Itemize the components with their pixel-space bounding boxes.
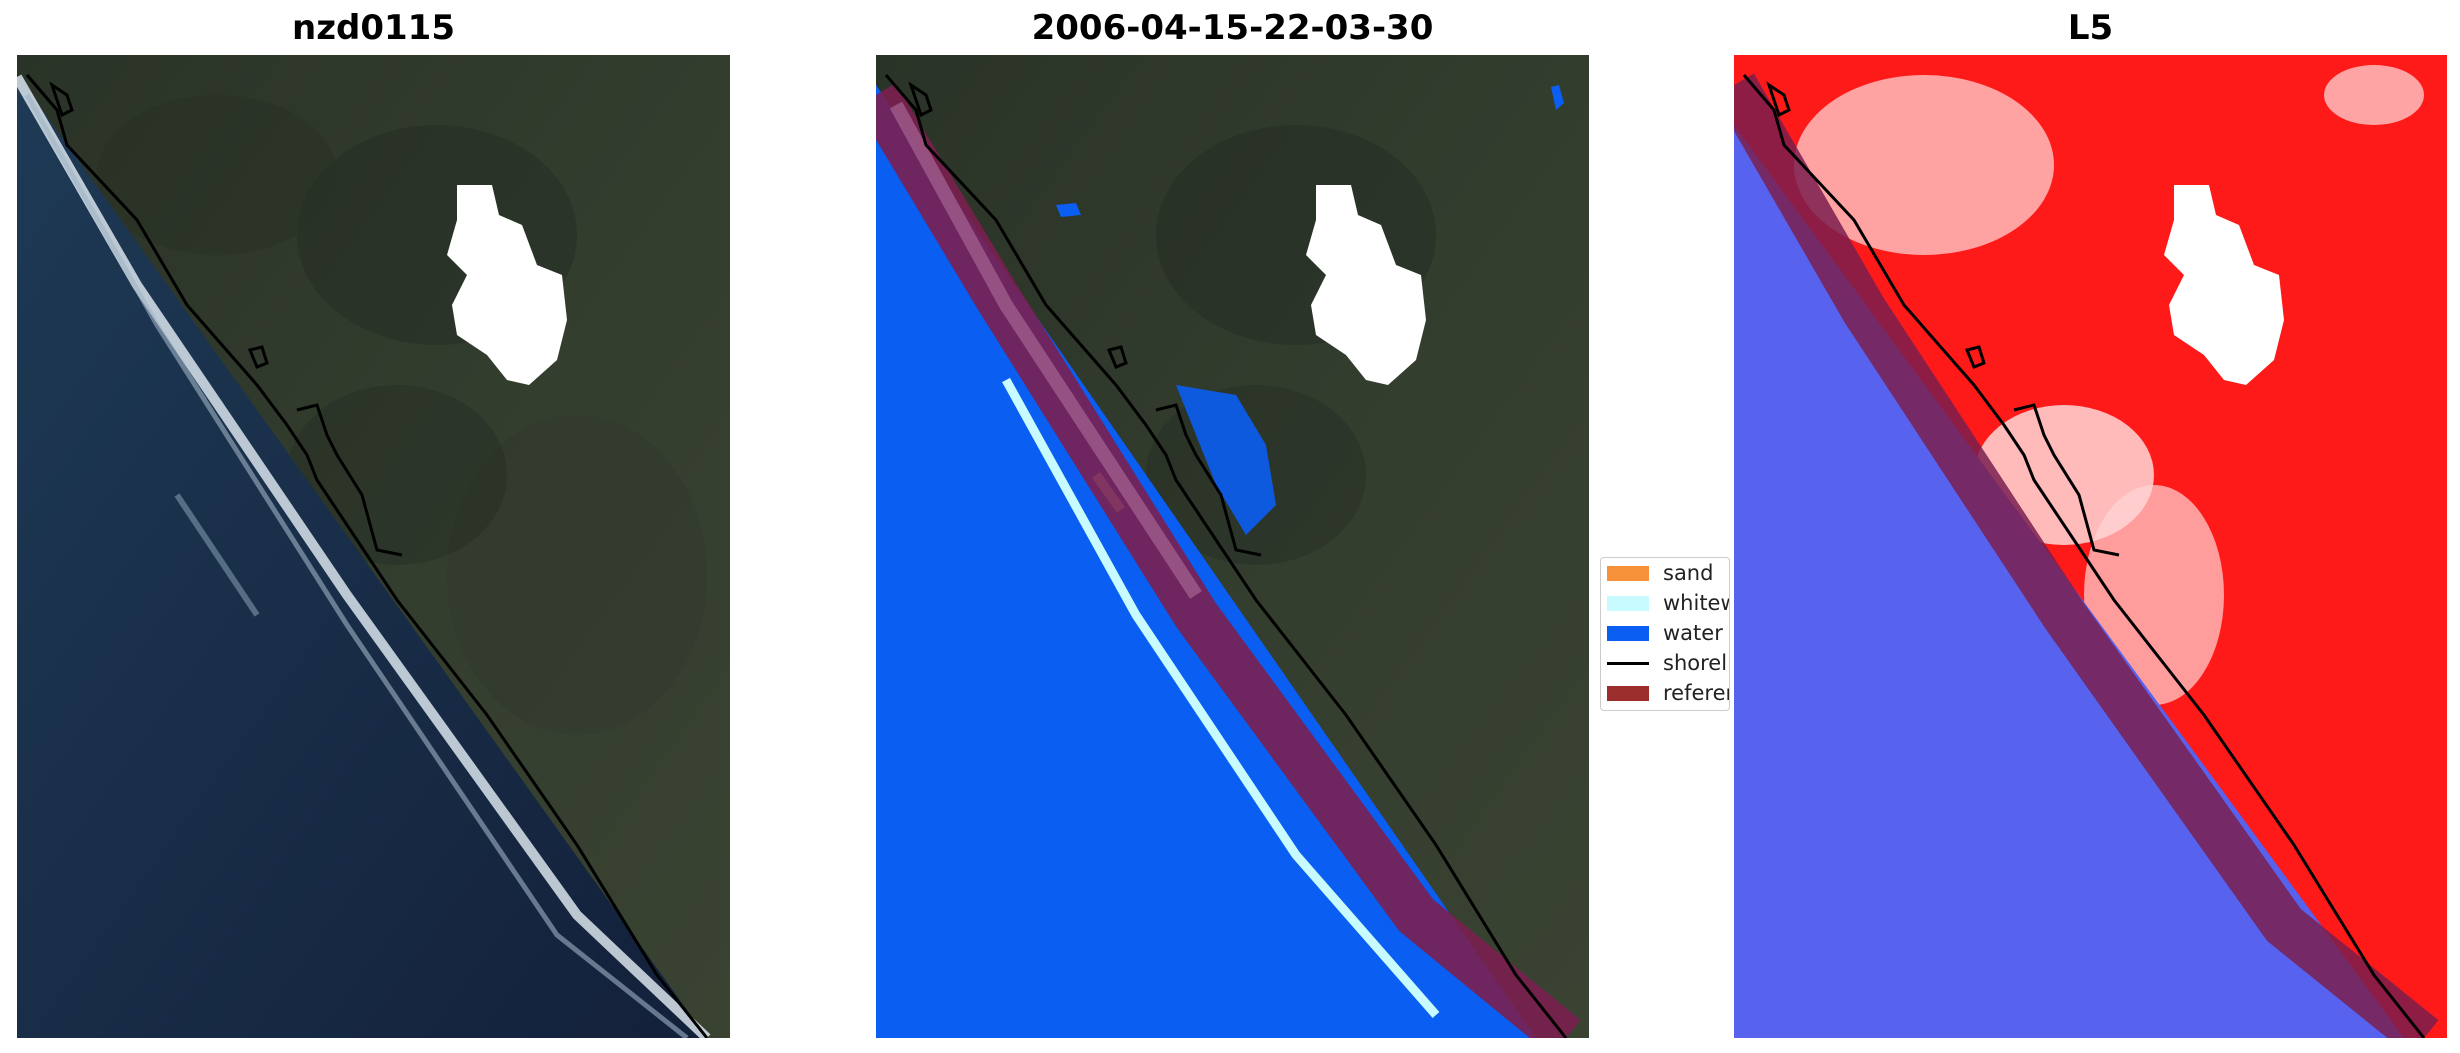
- index-image: [1734, 55, 2447, 1038]
- panel-title-classified: 2006-04-15-22-03-30: [1031, 8, 1434, 48]
- cloud-mask-classified: [1306, 185, 1426, 385]
- legend-item-water: water: [1607, 618, 1723, 648]
- whitewater-class-band: [1002, 377, 1440, 1018]
- classified-image: [876, 55, 1589, 1038]
- legend-line-shoreline: [1607, 661, 1649, 665]
- water-patches: [1176, 385, 1276, 535]
- legend-swatch-reference: [1607, 685, 1649, 701]
- cloud-mask: [447, 185, 567, 385]
- shoreline-line: [25, 74, 709, 1038]
- legend-item-shoreline: shoreline: [1607, 648, 1729, 678]
- legend-swatch-sand: [1607, 565, 1649, 581]
- classified-svg: [876, 55, 1589, 1038]
- shoreline-line-classified: [884, 74, 1568, 1038]
- panel-title-index: L5: [2067, 8, 2114, 48]
- legend-item-reference: reference shoreline buffer: [1607, 678, 1729, 708]
- shoreline-line-index: [1742, 74, 2426, 1038]
- water-class-area: [876, 85, 1536, 1038]
- cloud-mask-index: [2164, 185, 2284, 385]
- legend-swatch-water: [1607, 625, 1649, 641]
- legend-label-reference: reference shoreline buffer: [1663, 681, 1729, 705]
- legend-label-shoreline: shoreline: [1663, 651, 1729, 675]
- legend-label-sand: sand: [1663, 561, 1714, 585]
- reference-buffer-band-index: [1734, 73, 2439, 1038]
- legend-label-water: water: [1663, 621, 1723, 645]
- index-svg: [1734, 55, 2447, 1038]
- legend-swatch-whitewater: [1607, 595, 1649, 611]
- legend-item-sand: sand: [1607, 558, 1713, 588]
- rgb-satellite-image: [17, 55, 730, 1038]
- panel-title-rgb: nzd0115: [292, 8, 455, 48]
- rgb-satellite-svg: [17, 55, 730, 1038]
- ocean-area: [17, 75, 707, 1038]
